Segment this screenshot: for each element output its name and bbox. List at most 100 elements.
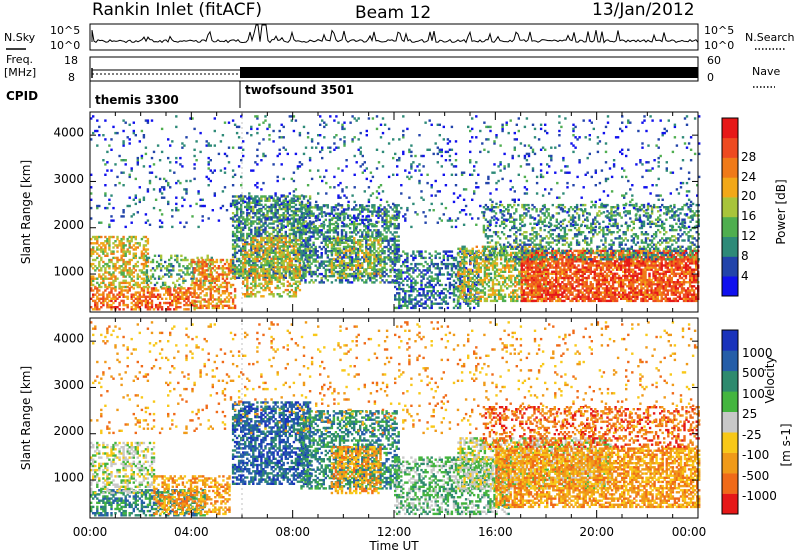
- range-cell: [363, 254, 365, 256]
- range-cell: [361, 204, 363, 206]
- range-cell: [250, 231, 252, 233]
- range-cell: [516, 277, 518, 279]
- range-cell: [238, 239, 240, 241]
- range-cell: [429, 253, 431, 255]
- range-cell: [156, 282, 158, 284]
- range-cell: [412, 305, 414, 307]
- range-cell: [424, 250, 426, 252]
- range-cell: [412, 269, 414, 271]
- range-cell: [222, 265, 224, 267]
- range-cell: [304, 208, 306, 210]
- range-cell: [410, 275, 412, 277]
- range-cell: [373, 206, 375, 208]
- range-cell: [172, 267, 174, 269]
- range-cell: [422, 265, 424, 267]
- range-cell: [435, 278, 437, 280]
- range-cell: [527, 300, 529, 302]
- range-cell: [414, 257, 416, 259]
- range-cell: [321, 208, 323, 210]
- range-cell: [472, 294, 474, 296]
- range-cell: [329, 213, 331, 215]
- range-cell: [404, 265, 406, 267]
- range-cell: [96, 306, 98, 308]
- range-cell: [377, 252, 379, 254]
- range-cell: [242, 197, 244, 199]
- range-cell: [153, 308, 155, 310]
- range-cell: [135, 269, 137, 271]
- range-cell: [383, 258, 385, 260]
- range-cell: [230, 296, 232, 298]
- range-cell: [143, 253, 145, 255]
- range-cell: [404, 303, 406, 305]
- range-cell: [268, 287, 270, 289]
- range-cell: [141, 304, 143, 306]
- range-cell: [357, 279, 359, 281]
- range-cell: [147, 242, 149, 244]
- range-cell: [431, 275, 433, 277]
- range-cell: [248, 227, 250, 229]
- range-cell: [112, 282, 114, 284]
- range-cell: [230, 278, 232, 280]
- range-cell: [268, 253, 270, 255]
- range-cell: [325, 271, 327, 273]
- range-cell: [435, 273, 437, 275]
- range-cell: [281, 258, 283, 260]
- range-cell: [353, 250, 355, 252]
- range-cell: [122, 255, 124, 257]
- range-cell: [355, 266, 357, 268]
- range-cell: [398, 292, 400, 294]
- range-cell: [210, 271, 212, 273]
- range-cell: [190, 263, 192, 265]
- range-cell: [433, 294, 435, 296]
- range-cell: [274, 214, 276, 216]
- range-cell: [353, 231, 355, 233]
- range-cell: [375, 275, 377, 277]
- range-cell: [254, 287, 256, 289]
- range-cell: [527, 266, 529, 268]
- range-cell: [315, 248, 317, 250]
- range-cell: [159, 294, 161, 296]
- range-cell: [102, 294, 104, 296]
- range-cell: [147, 296, 149, 298]
- range-cell: [385, 208, 387, 210]
- range-cell: [467, 290, 469, 292]
- range-cell: [473, 307, 475, 309]
- range-cell: [187, 300, 189, 302]
- range-cell: [191, 292, 193, 294]
- range-cell: [480, 252, 482, 254]
- range-cell: [325, 219, 327, 221]
- range-cell: [244, 239, 246, 241]
- range-cell: [122, 294, 124, 296]
- range-cell: [291, 272, 293, 274]
- range-cell: [252, 260, 254, 262]
- range-cell: [308, 229, 310, 231]
- range-cell: [234, 241, 236, 243]
- range-cell: [426, 278, 428, 280]
- range-cell: [459, 307, 461, 309]
- range-cell: [455, 275, 457, 277]
- range-cell: [206, 265, 208, 267]
- range-cell: [337, 264, 339, 266]
- range-cell: [279, 249, 281, 251]
- range-cell: [373, 281, 375, 283]
- range-cell: [510, 264, 512, 266]
- range-cell: [98, 244, 100, 246]
- range-cell: [244, 243, 246, 245]
- range-cell: [102, 302, 104, 304]
- range-cell: [389, 219, 391, 221]
- range-cell: [248, 249, 250, 251]
- range-cell: [199, 261, 201, 263]
- range-cell: [300, 279, 302, 281]
- range-cell: [266, 243, 268, 245]
- range-cell: [457, 300, 459, 302]
- range-cell: [270, 258, 272, 260]
- range-cell: [400, 265, 402, 267]
- range-cell: [242, 249, 244, 251]
- range-cell: [94, 259, 96, 261]
- range-cell: [302, 206, 304, 208]
- range-cell: [297, 214, 299, 216]
- range-cell: [492, 269, 494, 271]
- range-cell: [492, 279, 494, 281]
- range-cell: [518, 283, 520, 285]
- range-cell: [260, 200, 262, 202]
